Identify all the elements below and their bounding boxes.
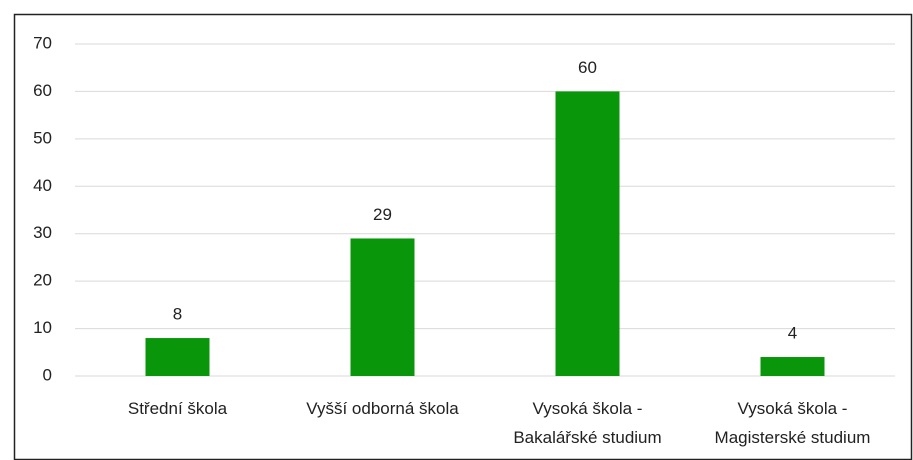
y-tick-label: 10 (33, 318, 52, 337)
data-label: 8 (173, 305, 182, 324)
x-tick-label: Vysoká škola - Bakalářské studium (513, 399, 662, 447)
y-tick-label: 60 (33, 81, 52, 100)
x-tick-label: Vysoká škola - Magisterské studium (714, 399, 871, 447)
bar (760, 357, 825, 376)
y-tick-label: 50 (33, 128, 52, 147)
data-label: 4 (788, 324, 797, 343)
y-tick-label: 40 (33, 176, 52, 195)
data-label: 29 (373, 205, 392, 224)
bar (555, 91, 620, 376)
y-tick-label: 30 (33, 223, 52, 242)
y-tick-label: 70 (33, 33, 52, 52)
x-tick-label: Vyšší odborná škola (306, 399, 459, 418)
bar (145, 338, 210, 376)
x-tick-label: Střední škola (127, 399, 228, 418)
data-label: 60 (578, 58, 597, 77)
bar (350, 238, 415, 376)
y-tick-label: 20 (33, 271, 52, 290)
y-tick-label: 0 (43, 365, 52, 384)
chart-border (13, 13, 913, 460)
